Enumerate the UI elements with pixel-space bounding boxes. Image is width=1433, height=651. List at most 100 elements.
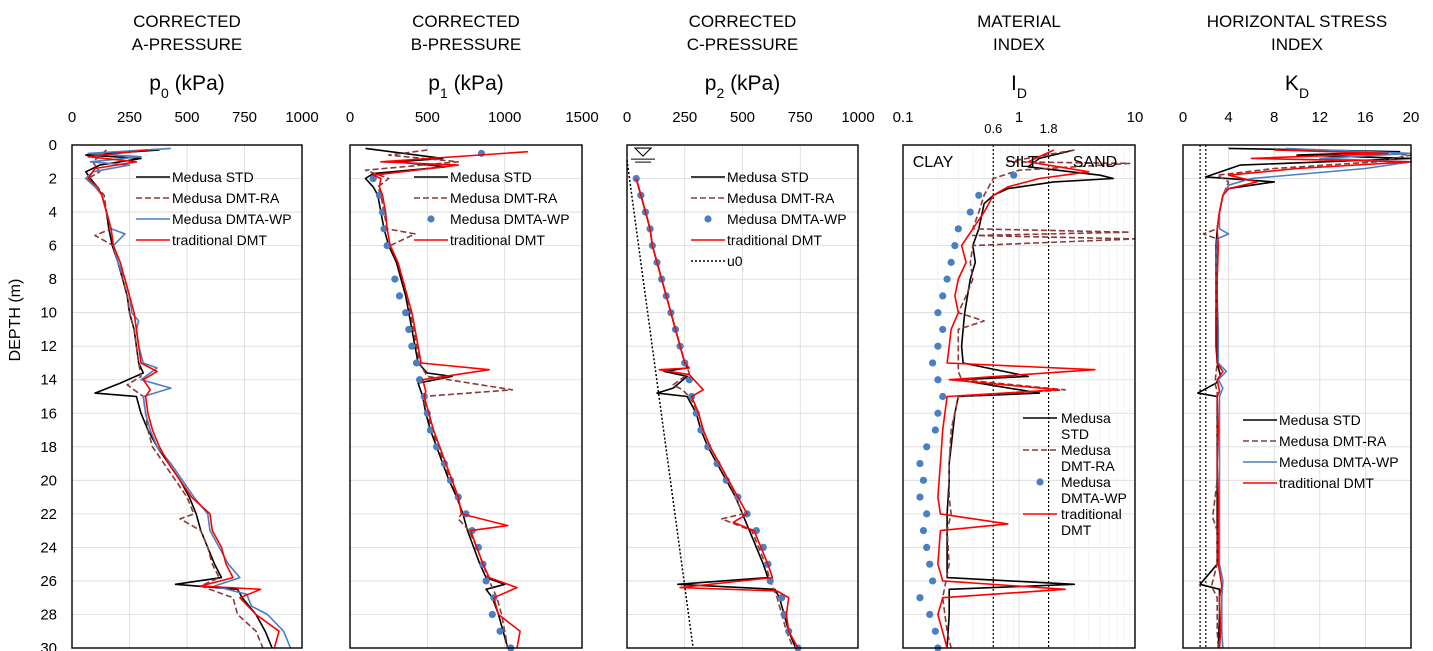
data-point-marker <box>1010 171 1018 179</box>
series-line <box>946 149 1115 649</box>
panel-title-line: C-PRESSURE <box>687 35 798 54</box>
y-tick-label: 30 <box>40 640 57 651</box>
y-tick-label: 4 <box>49 204 57 221</box>
data-point-marker <box>951 242 959 250</box>
reference-layer <box>631 145 1207 648</box>
data-point-marker <box>934 342 942 350</box>
x-tick-label: 10 <box>1127 109 1144 126</box>
data-point-marker <box>416 376 424 384</box>
panel-frame <box>71 144 303 649</box>
panel-title-line: A-PRESSURE <box>132 35 243 54</box>
legend-marker <box>427 215 435 223</box>
panel-title-line: HORIZONTAL STRESS <box>1207 12 1387 31</box>
data-point-marker <box>926 610 934 619</box>
data-point-marker <box>943 275 951 283</box>
legend-label: DMT <box>1061 522 1092 538</box>
x-tick-label: 1000 <box>841 109 874 126</box>
legend-label: u0 <box>727 253 743 269</box>
zone-boundary-label: 0.6 <box>984 121 1002 136</box>
data-point-marker <box>934 376 942 384</box>
y-tick-label: 12 <box>40 338 57 355</box>
data-point-marker <box>934 409 942 417</box>
x-tick-label: 500 <box>730 109 755 126</box>
x-tick-label: 0 <box>68 109 76 126</box>
legend-label: DMT-RA <box>1061 458 1115 474</box>
legend-label: Medusa STD <box>1279 412 1361 428</box>
y-tick-label: 0 <box>49 137 57 154</box>
data-point-marker <box>408 342 416 350</box>
data-point-marker <box>402 309 410 317</box>
panel-title-line: INDEX <box>993 35 1045 54</box>
series-line <box>1202 149 1412 649</box>
data-point-marker <box>405 325 413 334</box>
data-point-marker <box>923 543 931 552</box>
zone-label: CLAY <box>913 154 954 171</box>
parameter-symbol: p2 (kPa) <box>705 72 781 101</box>
y-tick-label: 14 <box>40 372 57 389</box>
series-line <box>85 147 292 649</box>
x-tick-label: 0.1 <box>893 109 914 126</box>
legend-label: Medusa DMT-RA <box>450 190 558 206</box>
x-tick-label: 1000 <box>285 109 318 126</box>
data-point-marker <box>916 459 924 468</box>
data-point-marker <box>488 610 496 619</box>
y-tick-label: 18 <box>40 439 57 456</box>
x-tick-label: 1 <box>1015 109 1023 126</box>
legend-label: Medusa DMT-RA <box>172 190 280 206</box>
panel-frame <box>902 144 1136 649</box>
y-tick-label: 22 <box>40 506 57 523</box>
panel-frame <box>1182 144 1412 649</box>
parameter-symbol: ID <box>1011 72 1027 101</box>
x-tick-label: 0 <box>346 109 354 126</box>
data-point-marker <box>766 577 774 585</box>
parameter-symbol: KD <box>1285 72 1309 101</box>
zone-label: SILT <box>1005 154 1038 171</box>
data-point-marker <box>934 309 942 317</box>
data-point-marker <box>391 275 399 283</box>
data-point-marker <box>412 359 421 367</box>
data-point-marker <box>923 443 931 451</box>
data-point-marker <box>477 149 486 157</box>
data-point-marker <box>380 225 388 233</box>
y-tick-label: 6 <box>49 238 57 255</box>
series-line <box>626 159 694 649</box>
x-tick-label: 0 <box>1179 109 1187 126</box>
x-tick-label: 1500 <box>565 109 598 126</box>
data-point-marker <box>939 392 947 401</box>
series-line <box>1197 147 1412 649</box>
x-tick-label: 16 <box>1357 109 1374 126</box>
data-point-marker <box>482 577 490 585</box>
y-tick-label: 24 <box>40 539 57 556</box>
legend-label: traditional DMT <box>1279 475 1374 491</box>
y-axis-label: DEPTH (m) <box>7 279 24 362</box>
data-point-marker <box>929 359 937 367</box>
legend-label: traditional DMT <box>450 232 545 248</box>
data-point-marker <box>383 242 391 250</box>
series-line <box>941 149 1136 649</box>
legend-label: traditional <box>1061 506 1122 522</box>
series-line <box>1216 147 1412 649</box>
y-tick-label: 10 <box>40 305 57 322</box>
x-tick-label: 12 <box>1311 109 1328 126</box>
data-point-marker <box>947 258 955 266</box>
legend-label: Medusa <box>1061 442 1111 458</box>
legend-label: Medusa DMTA-WP <box>172 211 292 227</box>
data-point-marker <box>966 208 974 216</box>
legend-label: Medusa <box>1061 474 1111 490</box>
x-tick-label: 4 <box>1224 109 1232 126</box>
x-tick-label: 0 <box>623 109 631 126</box>
data-point-marker <box>939 325 947 334</box>
panel-title-line: B-PRESSURE <box>411 35 522 54</box>
series-line <box>937 149 1096 649</box>
x-tick-label: 250 <box>117 109 142 126</box>
series-line <box>1216 149 1412 649</box>
data-point-marker <box>954 225 962 233</box>
series-line <box>87 149 280 649</box>
data-point-marker <box>926 560 934 568</box>
x-tick-label: 250 <box>672 109 697 126</box>
y-tick-label: 26 <box>40 573 57 590</box>
legend-label: Medusa DMTA-WP <box>450 211 570 227</box>
data-point-marker <box>919 476 928 484</box>
legend-layer: Medusa STD Medusa DMT-RA Medusa DMTA-WP tra… <box>136 169 1399 538</box>
